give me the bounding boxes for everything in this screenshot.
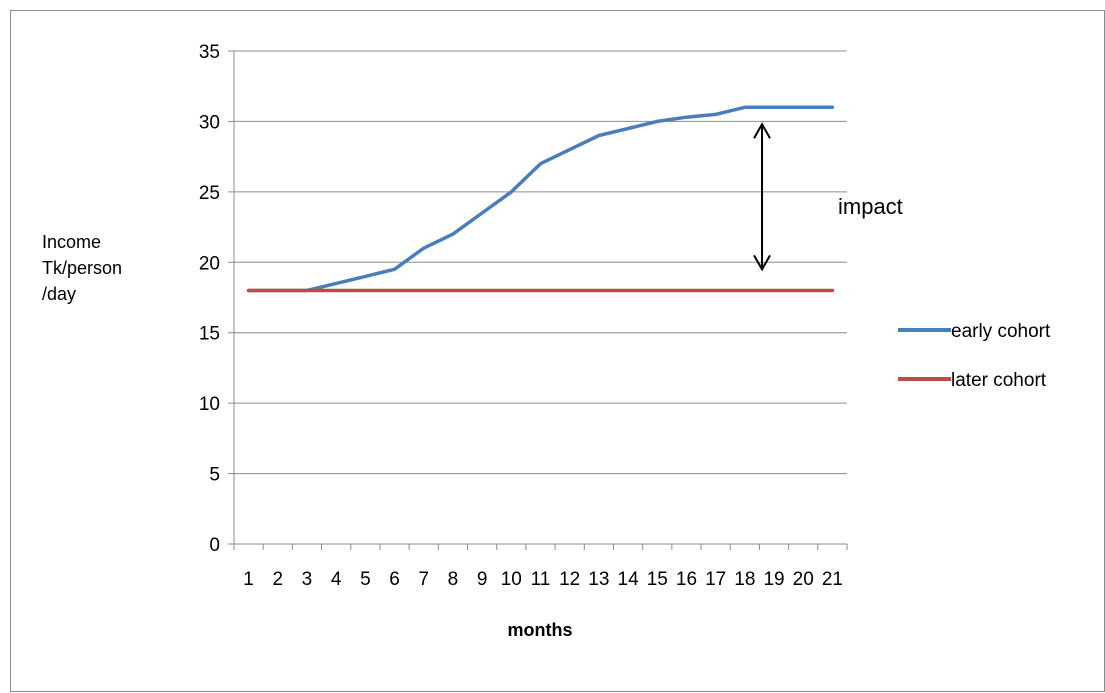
x-tick-label-11: 11 [531, 569, 551, 590]
x-tick-labels: 1 2 3 4 5 6 7 8 9 10 11 12 13 14 15 16 17 18 19 20 21 [243, 569, 843, 590]
x-tick-label-17: 17 [705, 569, 726, 590]
legend: early cohort later cohort [898, 321, 1051, 391]
x-tick-label-4: 4 [331, 569, 342, 590]
y-axis-label: Income Tk/person /day [42, 232, 122, 304]
series-line-early-cohort [246, 105, 835, 293]
x-tick-label-21: 21 [822, 569, 843, 590]
y-tick-label-35: 35 [199, 42, 220, 63]
y-axis-label-line-3: /day [42, 284, 76, 304]
x-tick-label-13: 13 [588, 569, 609, 590]
y-tick-label-0: 0 [209, 535, 220, 556]
x-tick-label-3: 3 [302, 569, 313, 590]
x-tick-label-8: 8 [448, 569, 459, 590]
x-tick-label-2: 2 [272, 569, 283, 590]
x-tick-label-14: 14 [618, 569, 640, 590]
x-tick-label-9: 9 [477, 569, 488, 590]
impact-label: impact [838, 194, 903, 219]
x-tick-label-20: 20 [793, 569, 814, 590]
y-axis-label-line-1: Income [42, 232, 101, 252]
y-tick-label-15: 15 [199, 324, 220, 345]
x-axis-label: months [508, 620, 573, 640]
legend-label-early-cohort: early cohort [951, 321, 1051, 342]
impact-annotation: impact [753, 122, 903, 272]
y-tick-labels: 0 5 10 15 20 25 30 35 [199, 42, 220, 556]
y-tick-label-5: 5 [209, 465, 220, 486]
series-lines [246, 105, 835, 293]
legend-item-early-cohort: early cohort [898, 321, 1051, 342]
y-tick-label-30: 30 [199, 112, 220, 133]
x-tick-label-6: 6 [389, 569, 400, 590]
y-tick-label-10: 10 [199, 394, 220, 415]
x-tick-label-16: 16 [676, 569, 697, 590]
x-tick-label-12: 12 [559, 569, 580, 590]
x-tick-label-15: 15 [647, 569, 668, 590]
x-tick-label-5: 5 [360, 569, 371, 590]
legend-item-later-cohort: later cohort [898, 370, 1047, 391]
x-tick-label-18: 18 [734, 569, 755, 590]
y-tick-label-25: 25 [199, 183, 220, 204]
chart-border [10, 10, 1105, 692]
x-tick-label-10: 10 [501, 569, 522, 590]
axes [228, 50, 848, 550]
y-tick-label-20: 20 [199, 253, 220, 274]
impact-arrow-head-bottom [753, 254, 771, 272]
x-tick-label-7: 7 [418, 569, 429, 590]
impact-arrow-head-top [753, 122, 771, 139]
gridlines [234, 50, 847, 475]
y-axis-label-line-2: Tk/person [42, 258, 122, 278]
x-tick-label-19: 19 [763, 569, 784, 590]
x-tick-label-1: 1 [243, 569, 254, 590]
legend-label-later-cohort: later cohort [951, 370, 1047, 391]
